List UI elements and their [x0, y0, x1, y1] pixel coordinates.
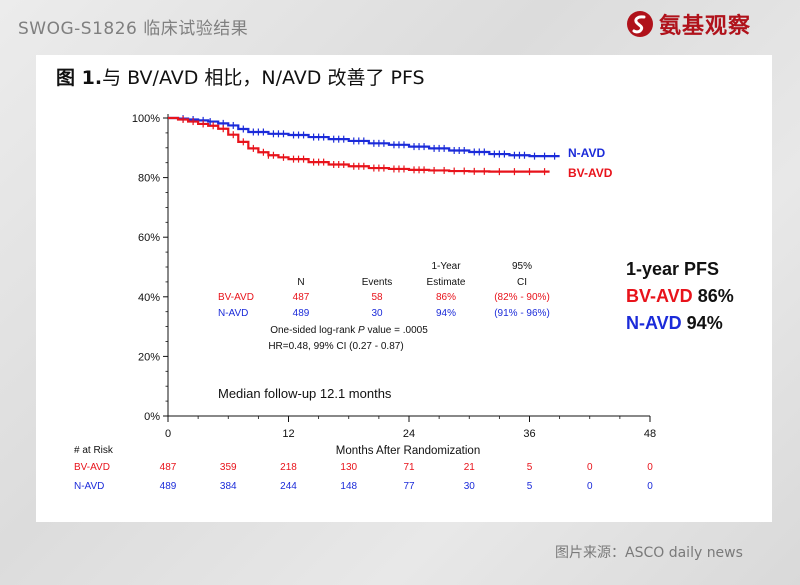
pfs-summary-bv-name: BV-AVD	[626, 286, 693, 306]
pfs-summary-n-name: N-AVD	[626, 313, 682, 333]
stats-header-events: Events	[362, 277, 393, 288]
chart-censor-marks	[182, 115, 556, 176]
at-risk-value: 218	[280, 462, 297, 473]
stats-table: 1-Year 95% N Events Estimate CI BV-AVD 4…	[218, 261, 550, 352]
image-source: 图片来源：ASCO daily news	[555, 545, 743, 561]
x-tick-label: 24	[403, 428, 415, 440]
stats-logrank-suffix: value = .0005	[365, 325, 429, 336]
brand-logo-icon	[627, 11, 653, 37]
pfs-summary-bv-value: 86%	[698, 286, 734, 306]
stats-row-n-ci: (91% - 96%)	[494, 308, 550, 319]
header-title: SWOG-S1826 临床试验结果	[18, 19, 249, 39]
pfs-summary-title: 1-year PFS	[626, 259, 719, 279]
at-risk-value: 0	[647, 481, 653, 492]
stats-row-n-n: 489	[293, 308, 310, 319]
stats-row-bv-events: 58	[371, 292, 383, 303]
median-followup: Median follow-up 12.1 months	[218, 386, 392, 401]
y-tick-label: 20%	[138, 351, 160, 363]
stats-logrank-p: P	[358, 325, 365, 336]
at-risk-value: 130	[340, 462, 357, 473]
y-tick-label: 80%	[138, 173, 160, 185]
at-risk-label: # at Risk	[74, 445, 114, 456]
at-risk-value: 359	[220, 462, 237, 473]
brand-logo-text: 氨基观察	[659, 13, 752, 39]
y-tick-label: 60%	[138, 232, 160, 244]
stats-header-n: N	[297, 277, 304, 288]
at-risk-value: 244	[280, 481, 297, 492]
x-tick-label: 12	[282, 428, 294, 440]
stats-header-ci-1: 95%	[512, 261, 532, 272]
at-risk-value: 487	[160, 462, 177, 473]
km-curve-n-avd	[168, 116, 560, 158]
at-risk-value: 0	[647, 462, 653, 473]
series-label-n-avd: N-AVD	[568, 146, 605, 160]
y-tick-label: 100%	[132, 113, 160, 125]
stats-row-n-arm: N-AVD	[218, 308, 248, 319]
x-tick-label: 48	[644, 428, 656, 440]
x-tick-label: 36	[523, 428, 535, 440]
x-tick-label: 0	[165, 428, 171, 440]
at-risk-value: 71	[403, 462, 415, 473]
at-risk-bv-arm: BV-AVD	[74, 462, 110, 473]
pfs-summary-bv: BV-AVD 86%	[626, 286, 734, 306]
stats-logrank-prefix: One-sided log-rank	[270, 325, 358, 336]
brand-logo: 氨基观察	[625, 6, 751, 42]
pfs-summary-n-value: 94%	[687, 313, 723, 333]
stats-header-ci-2: CI	[517, 277, 527, 288]
km-curve-bv-avd	[168, 116, 550, 173]
at-risk-value: 489	[160, 481, 177, 492]
at-risk-n-arm: N-AVD	[74, 481, 104, 492]
figure-title-text: 与 BV/AVD 相比，N/AVD 改善了 PFS	[102, 67, 425, 89]
at-risk-value: 148	[340, 481, 357, 492]
figure-panel: 图 1.与 BV/AVD 相比，N/AVD 改善了 PFS 0% 20% 40% 60…	[36, 55, 772, 522]
at-risk-value: 0	[587, 462, 593, 473]
stats-header-estimate-1: 1-Year	[431, 261, 461, 272]
figure-title: 图 1.与 BV/AVD 相比，N/AVD 改善了 PFS	[56, 63, 425, 90]
at-risk-value: 77	[403, 481, 415, 492]
km-chart: 0% 20% 40% 60% 80% 100% 0 12 24 36 48 N-AVD BV-AVD…	[74, 113, 734, 492]
chart-axes: 0% 20% 40% 60% 80% 100% 0 12 24 36 48	[132, 113, 656, 440]
y-tick-label: 0%	[144, 411, 160, 423]
stats-row-bv-ci: (82% - 90%)	[494, 292, 550, 303]
pfs-summary-n: N-AVD 94%	[626, 313, 723, 333]
stats-hazard-ratio: HR=0.48, 99% CI (0.27 - 0.87)	[268, 341, 403, 352]
at-risk-value: 5	[527, 462, 533, 473]
at-risk-value: 21	[464, 462, 476, 473]
stats-row-bv-arm: BV-AVD	[218, 292, 254, 303]
stats-row-n-estimate: 94%	[436, 308, 456, 319]
series-label-bv-avd: BV-AVD	[568, 166, 613, 180]
stats-row-n-events: 30	[371, 308, 383, 319]
x-axis-label: Months After Randomization	[336, 445, 480, 457]
stats-header-estimate-2: Estimate	[427, 277, 466, 288]
stats-logrank: One-sided log-rank P value = .0005	[270, 325, 428, 336]
stats-row-bv-n: 487	[293, 292, 310, 303]
figure-title-number: 图 1.	[56, 67, 103, 89]
pfs-summary: 1-year PFS BV-AVD 86% N-AVD 94%	[626, 259, 734, 333]
at-risk-value: 384	[220, 481, 237, 492]
at-risk-value: 0	[587, 481, 593, 492]
stats-row-bv-estimate: 86%	[436, 292, 456, 303]
at-risk-table: # at Risk BV-AVD N-AVD 487 359 218 130 71 21 5…	[74, 445, 653, 492]
at-risk-value: 5	[527, 481, 533, 492]
at-risk-value: 30	[464, 481, 476, 492]
y-tick-label: 40%	[138, 292, 160, 304]
